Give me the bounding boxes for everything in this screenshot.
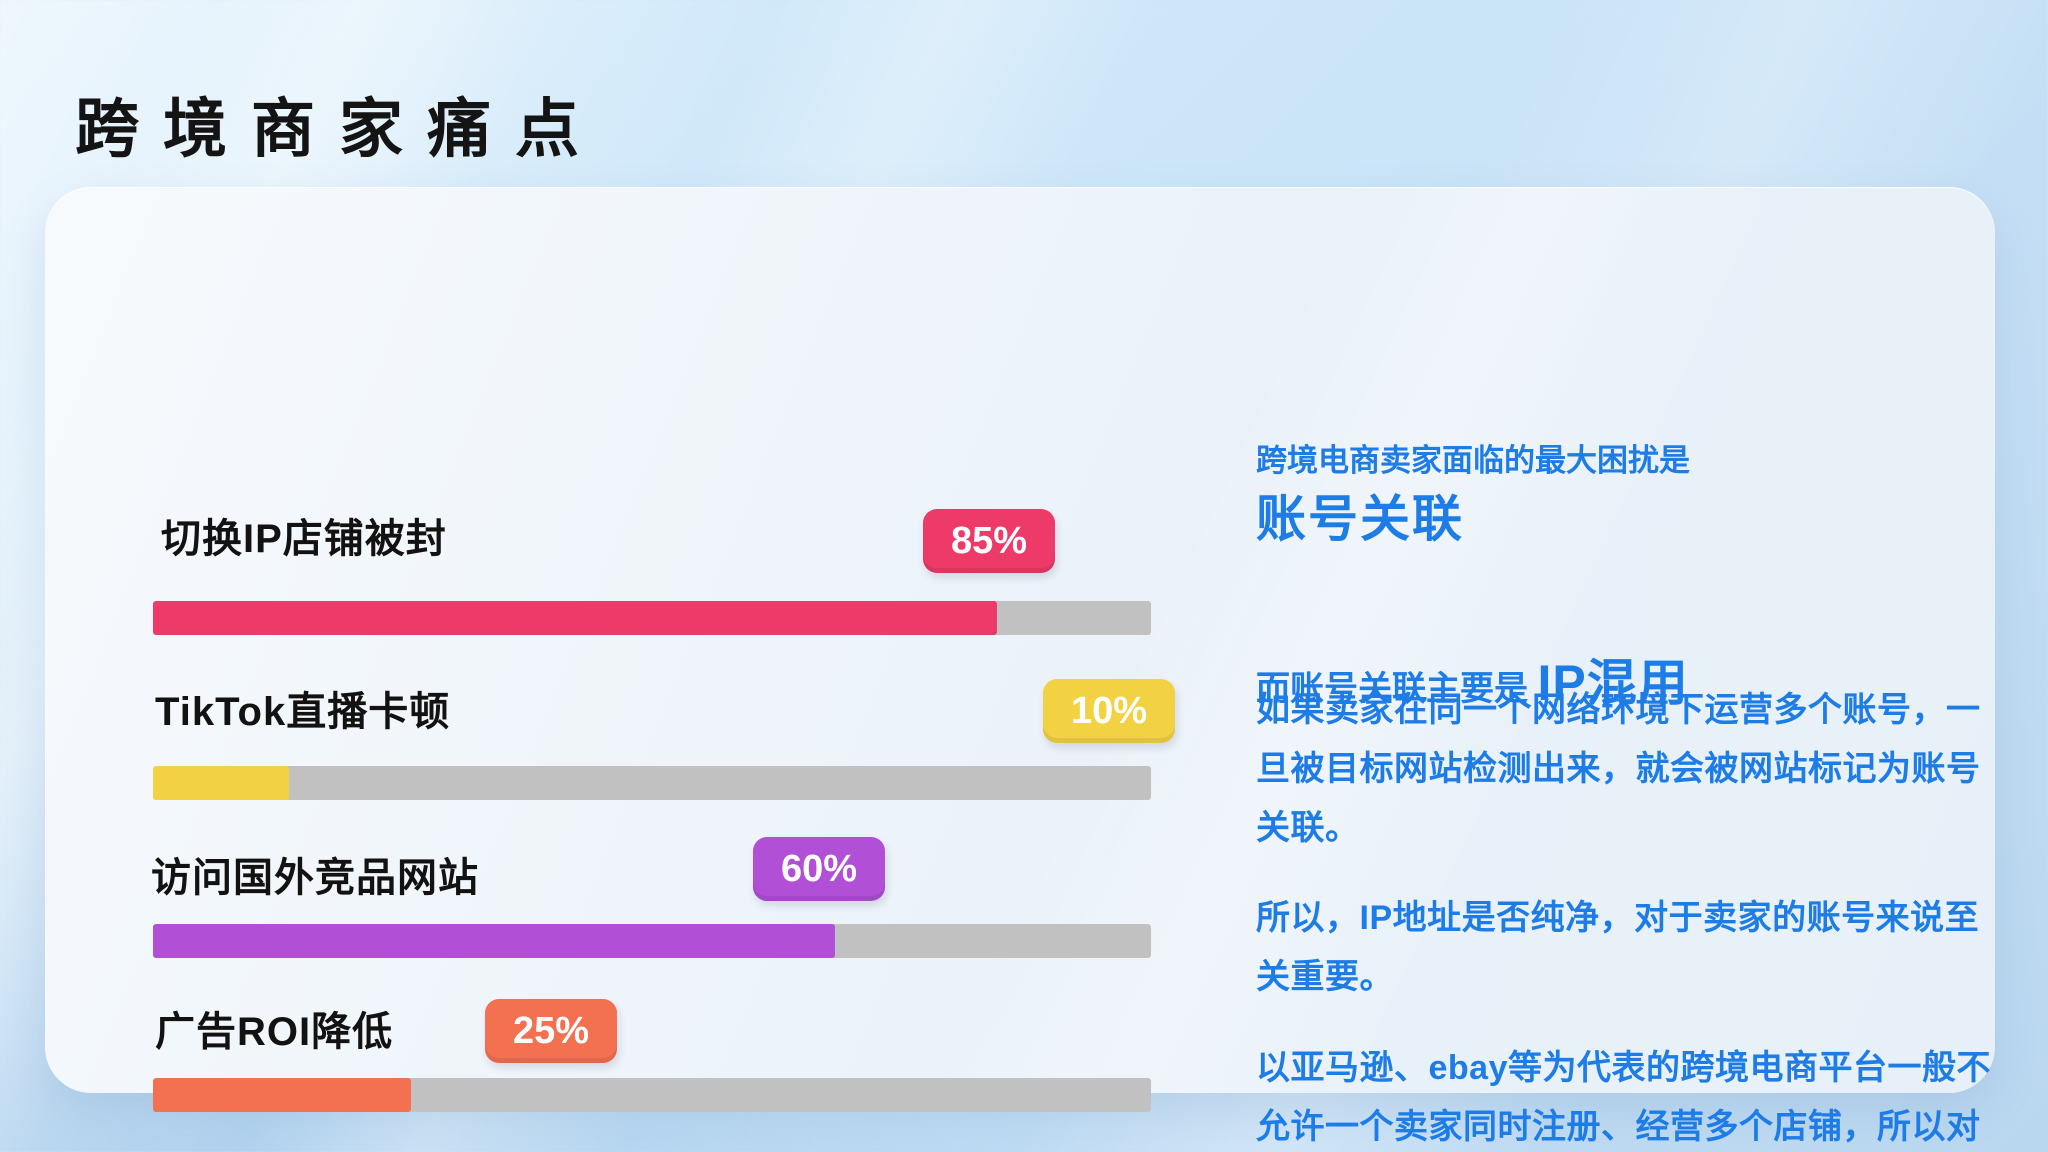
bar-label-ad-roi: 广告ROI降低	[155, 1010, 394, 1054]
bar-track	[153, 601, 1151, 635]
bar-track	[153, 924, 1151, 958]
paragraph-platforms: 以亚马逊、ebay等为代表的跨境电商平台一般不允许一个卖家同时注册、经营多个店铺…	[1256, 1049, 1991, 1146]
value-badge: 10%	[1043, 679, 1175, 743]
value-badge: 85%	[923, 509, 1055, 573]
paragraph-prefix: 所以，	[1256, 899, 1360, 937]
content-card: 切换IP店铺被封 TikTok直播卡顿 访问国外竞品网站 广告ROI降低 85%…	[45, 187, 1995, 1146]
bar-label-tiktok-lag: TikTok直播卡顿	[155, 690, 451, 734]
bar-label-switch-ip: 切换IP店铺被封	[161, 517, 447, 561]
subline-prefix: 而账号关联主要是	[1256, 670, 1538, 708]
bar-track	[153, 1078, 1151, 1112]
bar-fill	[153, 924, 835, 958]
subline-ip-mixing: 而账号关联主要是 IP混用	[1256, 653, 2001, 719]
bar-fill	[153, 601, 998, 635]
bar-fill	[153, 766, 289, 800]
intro-line: 跨境电商卖家面临的最大困扰是	[1256, 443, 1690, 478]
paragraph-ip-importance: 所以，IP地址是否纯净，对于卖家的账号来说至关重要。	[1256, 889, 2001, 1007]
value-badge: 25%	[485, 999, 617, 1063]
headline-account-linking: 账号关联	[1256, 491, 1464, 547]
bar-fill	[153, 1078, 412, 1112]
value-badge: 60%	[753, 837, 885, 901]
bar-track	[153, 766, 1151, 800]
paragraph-bold-part: IP地址是否纯净，对于卖家的账号来说至关重要。	[1256, 899, 1980, 996]
page-title: 跨境商家痛点	[75, 93, 603, 165]
paragraph-detection: 如果卖家在同一个网络环境下运营多个账号，一旦被目标网站检测出来，就会被网站标记为…	[1256, 691, 1981, 847]
subline-highlight: IP混用	[1537, 655, 1689, 711]
bar-label-competitor-sites: 访问国外竞品网站	[151, 856, 479, 900]
